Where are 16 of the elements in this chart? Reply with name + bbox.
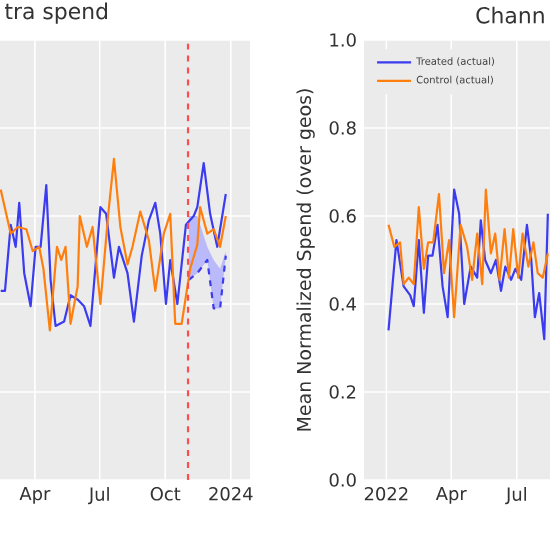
y-tick-label: 0.8 [329,121,356,135]
chart-title: Chann [476,6,544,24]
y-tick-label: 0.0 [329,473,356,487]
chart-title: tra spend [4,2,107,24]
x-tick-label: 2022 [364,487,408,501]
x-tick-label: Oct [150,487,181,501]
x-tick-label: Apr [19,487,51,504]
y-tick-label: 0.4 [329,297,356,311]
y-axis-title: Mean Normalized Spend (over geos) [296,89,315,431]
y-tick-label: 0.2 [329,385,356,399]
x-tick-label: Jul [505,487,526,505]
x-tick-label: 2024 [209,487,253,501]
x-tick-label: Jul [87,487,109,505]
y-tick-label: 1.0 [330,33,356,47]
x-tick-label: Apr [435,487,467,504]
y-tick-label: 0.6 [329,209,356,223]
